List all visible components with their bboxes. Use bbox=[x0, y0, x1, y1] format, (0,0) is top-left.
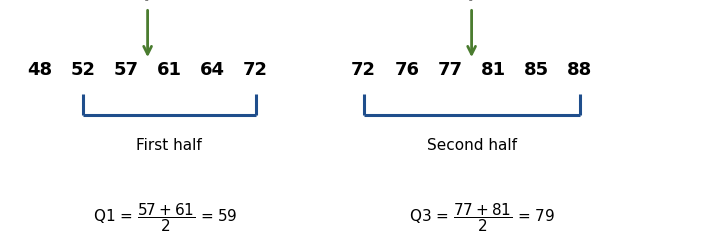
Text: 52: 52 bbox=[71, 61, 95, 79]
Text: 88: 88 bbox=[567, 61, 593, 79]
Text: 76: 76 bbox=[395, 61, 419, 79]
Text: Q1: Q1 bbox=[135, 0, 161, 1]
Text: Q3 = $\dfrac{77 + 81}{2}$ = 79: Q3 = $\dfrac{77 + 81}{2}$ = 79 bbox=[409, 201, 556, 234]
Text: 85: 85 bbox=[524, 61, 549, 79]
Text: 81: 81 bbox=[481, 61, 505, 79]
Text: 72: 72 bbox=[243, 61, 268, 79]
Text: 64: 64 bbox=[200, 61, 225, 79]
Text: Q1 = $\dfrac{57 + 61}{2}$ = 59: Q1 = $\dfrac{57 + 61}{2}$ = 59 bbox=[94, 201, 238, 234]
Text: 77: 77 bbox=[438, 61, 462, 79]
Text: Second half: Second half bbox=[426, 138, 517, 152]
Text: Q3: Q3 bbox=[459, 0, 485, 1]
Text: 72: 72 bbox=[351, 61, 376, 79]
Text: First half: First half bbox=[136, 138, 202, 152]
Text: 61: 61 bbox=[157, 61, 181, 79]
Text: 48: 48 bbox=[27, 61, 52, 79]
Text: 57: 57 bbox=[114, 61, 138, 79]
